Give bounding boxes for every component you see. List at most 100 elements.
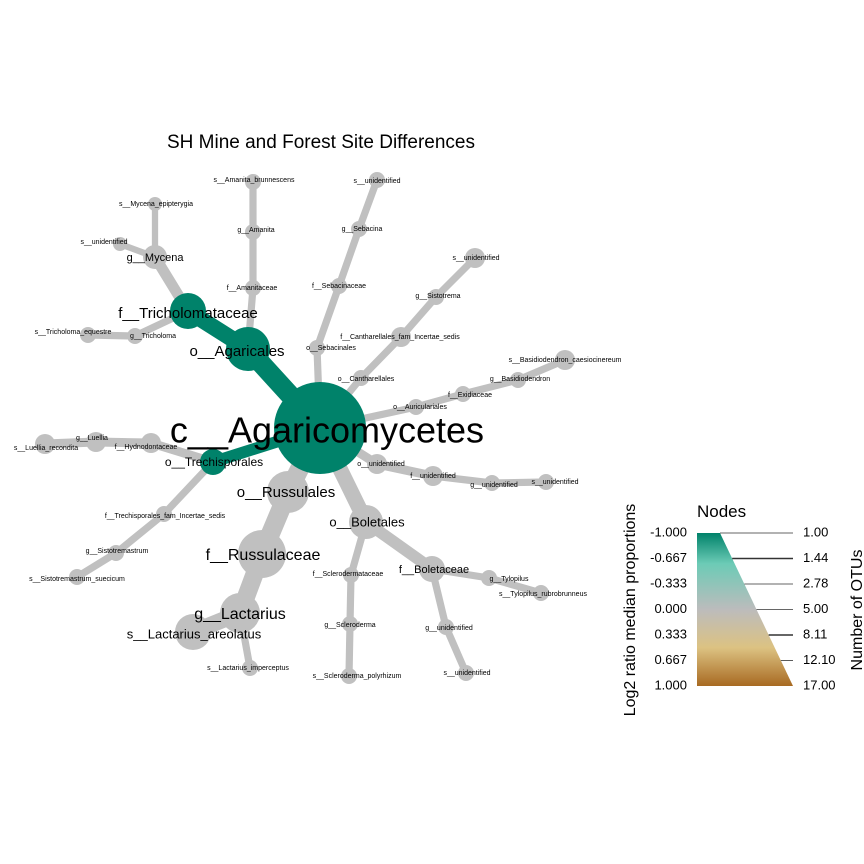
- node-s-basidiodendron-caesiocinereum: [555, 350, 575, 370]
- size-tick-label: 1.00: [803, 524, 828, 539]
- node-s-lactarius-areolatus: [175, 614, 211, 650]
- label-s-unidentified-o-unidentified: s__unidentified: [531, 479, 578, 486]
- node-g-scleroderma: [342, 616, 358, 632]
- node-s-unidentified-mycena: [113, 237, 127, 251]
- size-tick-label: 2.78: [803, 575, 828, 590]
- color-tick-label: 1.000: [654, 677, 687, 692]
- label-o-boletales: o__Boletales: [329, 514, 405, 529]
- legend-ticks: -1.000 1.00 -0.667 1.44 -0.333 2.78 0.000 5.00 0…: [650, 524, 835, 692]
- label-s-unidentified-mycena: s__unidentified: [80, 239, 127, 246]
- label-s-unidentified-sistotrema: s__unidentified: [452, 255, 499, 262]
- edge-s-unidentified-boletaceae: [442, 623, 470, 677]
- node-s-amanita-brunnescens: [245, 174, 261, 190]
- node-f-sclerodermataceae: [343, 567, 359, 583]
- node-c-agaricomycetes: [274, 382, 366, 474]
- label-g-sistotremastrum: g__Sistotremastrum: [86, 548, 149, 555]
- label-f-trechisporales-fam-incertae-sedis: f__Trechisporales_fam_Incertae_sedis: [105, 513, 226, 520]
- label-g-unidentified-boletaceae: g__unidentified: [425, 625, 473, 632]
- size-tick-label: 12.10: [803, 652, 836, 667]
- edge-s-scleroderma-polyrhizum: [345, 620, 354, 680]
- label-o-cantharellales: o__Cantharellales: [338, 376, 395, 383]
- legend-color-size-wedge: [697, 533, 793, 686]
- node-f-amanitaceae: [245, 280, 261, 296]
- edge-f-sebacinaceae: [313, 282, 343, 352]
- node-g-sebacina: [351, 221, 367, 237]
- color-tick-label: -1.000: [650, 524, 687, 539]
- node-f-trechisporales-fam-incertae-sedis: [156, 506, 172, 522]
- node-s-lactarius-imperceptus: [242, 660, 258, 676]
- label-o-sebacinales: o__Sebacinales: [306, 345, 356, 352]
- label-s-unidentified-boletaceae: s__unidentified: [443, 670, 490, 677]
- label-f-sclerodermataceae: f__Sclerodermataceae: [313, 571, 384, 578]
- label-s-basidiodendron-caesiocinereum: s__Basidiodendron_caesiocinereum: [509, 357, 622, 364]
- node-s-mycena-epipterygia: [148, 197, 162, 211]
- node-g-lactarius: [220, 593, 260, 633]
- node-g-tricholoma: [127, 328, 143, 344]
- label-f-hydnodontaceae: f__Hydnodontaceae: [115, 444, 178, 451]
- node-s-tylopilus-rubrobrunneus: [533, 585, 549, 601]
- node-s-scleroderma-polyrhizum: [341, 668, 357, 684]
- label-g-sebacina: g__Sebacina: [342, 226, 383, 233]
- label-s-luellia-recondita: s__Luellia_recondita: [14, 445, 78, 452]
- edge-f-exidiaceae: [412, 390, 467, 411]
- node-o-sebacinales: [309, 340, 325, 356]
- node-s-sistotremastrum-suecicum: [69, 569, 85, 585]
- label-g-tylopilus: g__Tylopilus: [490, 576, 529, 583]
- color-tick-label: -0.333: [650, 575, 687, 590]
- node-f-hydnodontaceae: [141, 433, 161, 453]
- edge-g-scleroderma: [346, 571, 355, 628]
- node-s-unidentified-boletaceae: [458, 665, 474, 681]
- node-f-exidiaceae: [455, 386, 471, 402]
- label-s-amanita-brunnescens: s__Amanita_brunnescens: [214, 177, 295, 184]
- node-o-auriculariales: [408, 399, 424, 415]
- color-axis-title: Log2 ratio median proportions: [622, 504, 639, 717]
- label-f-tricholomataceae: f__Tricholomataceae: [118, 305, 258, 322]
- label-g-lactarius: g__Lactarius: [194, 606, 286, 623]
- label-o-auriculariales: o__Auriculariales: [393, 404, 447, 411]
- label-g-scleroderma: g__Scleroderma: [324, 622, 375, 629]
- node-s-unidentified-sistotrema: [465, 248, 485, 268]
- color-tick-label: 0.000: [654, 601, 687, 616]
- label-o-unidentified: o__unidentified: [357, 461, 405, 468]
- edge-g-sebacina: [335, 225, 363, 290]
- node-g-sistotrema: [428, 289, 444, 305]
- node-s-unidentified-sebacina: [369, 172, 385, 188]
- label-s-sistotremastrum-suecicum: s__Sistotremastrum_suecicum: [29, 576, 125, 583]
- legend-title: Nodes: [697, 502, 746, 521]
- label-g-mycena: g__Mycena: [127, 252, 185, 264]
- color-tick-label: 0.667: [654, 652, 687, 667]
- edge-s-unidentified-sebacina: [355, 176, 381, 233]
- label-f-unidentified: f__unidentified: [410, 473, 456, 480]
- label-c-agaricomycetes: c__Agaricomycetes: [170, 410, 484, 451]
- figure-title: SH Mine and Forest Site Differences: [167, 132, 475, 153]
- label-g-tricholoma: g__Tricholoma: [130, 333, 176, 340]
- node-g-mycena: [143, 245, 167, 269]
- label-s-tricholoma-equestre: s__Tricholoma_equestre: [35, 329, 112, 336]
- edge-s-unidentified-o-unidentified: [488, 478, 550, 487]
- node-g-basidiodendron: [510, 372, 526, 388]
- label-g-unidentified-o-unidentified: g__unidentified: [470, 482, 518, 489]
- edge-g-basidiodendron: [459, 376, 522, 398]
- label-o-trechisporales: o__Trechisporales: [165, 455, 263, 469]
- edge-g-sistotremastrum: [112, 510, 168, 557]
- label-f-amanitaceae: f__Amanitaceae: [227, 285, 278, 292]
- edge-s-tylopilus-rubrobrunneus: [485, 574, 545, 597]
- node-f-sebacinaceae: [331, 278, 347, 294]
- color-tick-label: 0.333: [654, 626, 687, 641]
- node-f-boletaceae: [419, 556, 445, 582]
- label-s-tylopilus-rubrobrunneus: s__Tylopilus_rubrobrunneus: [499, 591, 587, 598]
- label-f-russulaceae: f__Russulaceae: [206, 547, 321, 564]
- node-s-tricholoma-equestre: [80, 327, 96, 343]
- node-s-luellia-recondita: [35, 434, 55, 454]
- label-o-russulales: o__Russulales: [237, 484, 335, 501]
- node-g-amanita: [245, 224, 261, 240]
- label-o-agaricales: o__Agaricales: [189, 343, 284, 360]
- node-f-russulaceae: [238, 530, 286, 578]
- tree-labels: c__Agaricomycetes o__Agaricales f__Trichol…: [14, 177, 622, 680]
- node-g-tylopilus: [481, 570, 497, 586]
- node-o-trechisporales: [200, 449, 226, 475]
- label-f-boletaceae: f__Boletaceae: [399, 564, 469, 576]
- color-tick-label: -0.667: [650, 550, 687, 565]
- legend: Nodes -1.000 1.00 -0.667 1.44 -0.333 2.78 0.00…: [622, 502, 864, 716]
